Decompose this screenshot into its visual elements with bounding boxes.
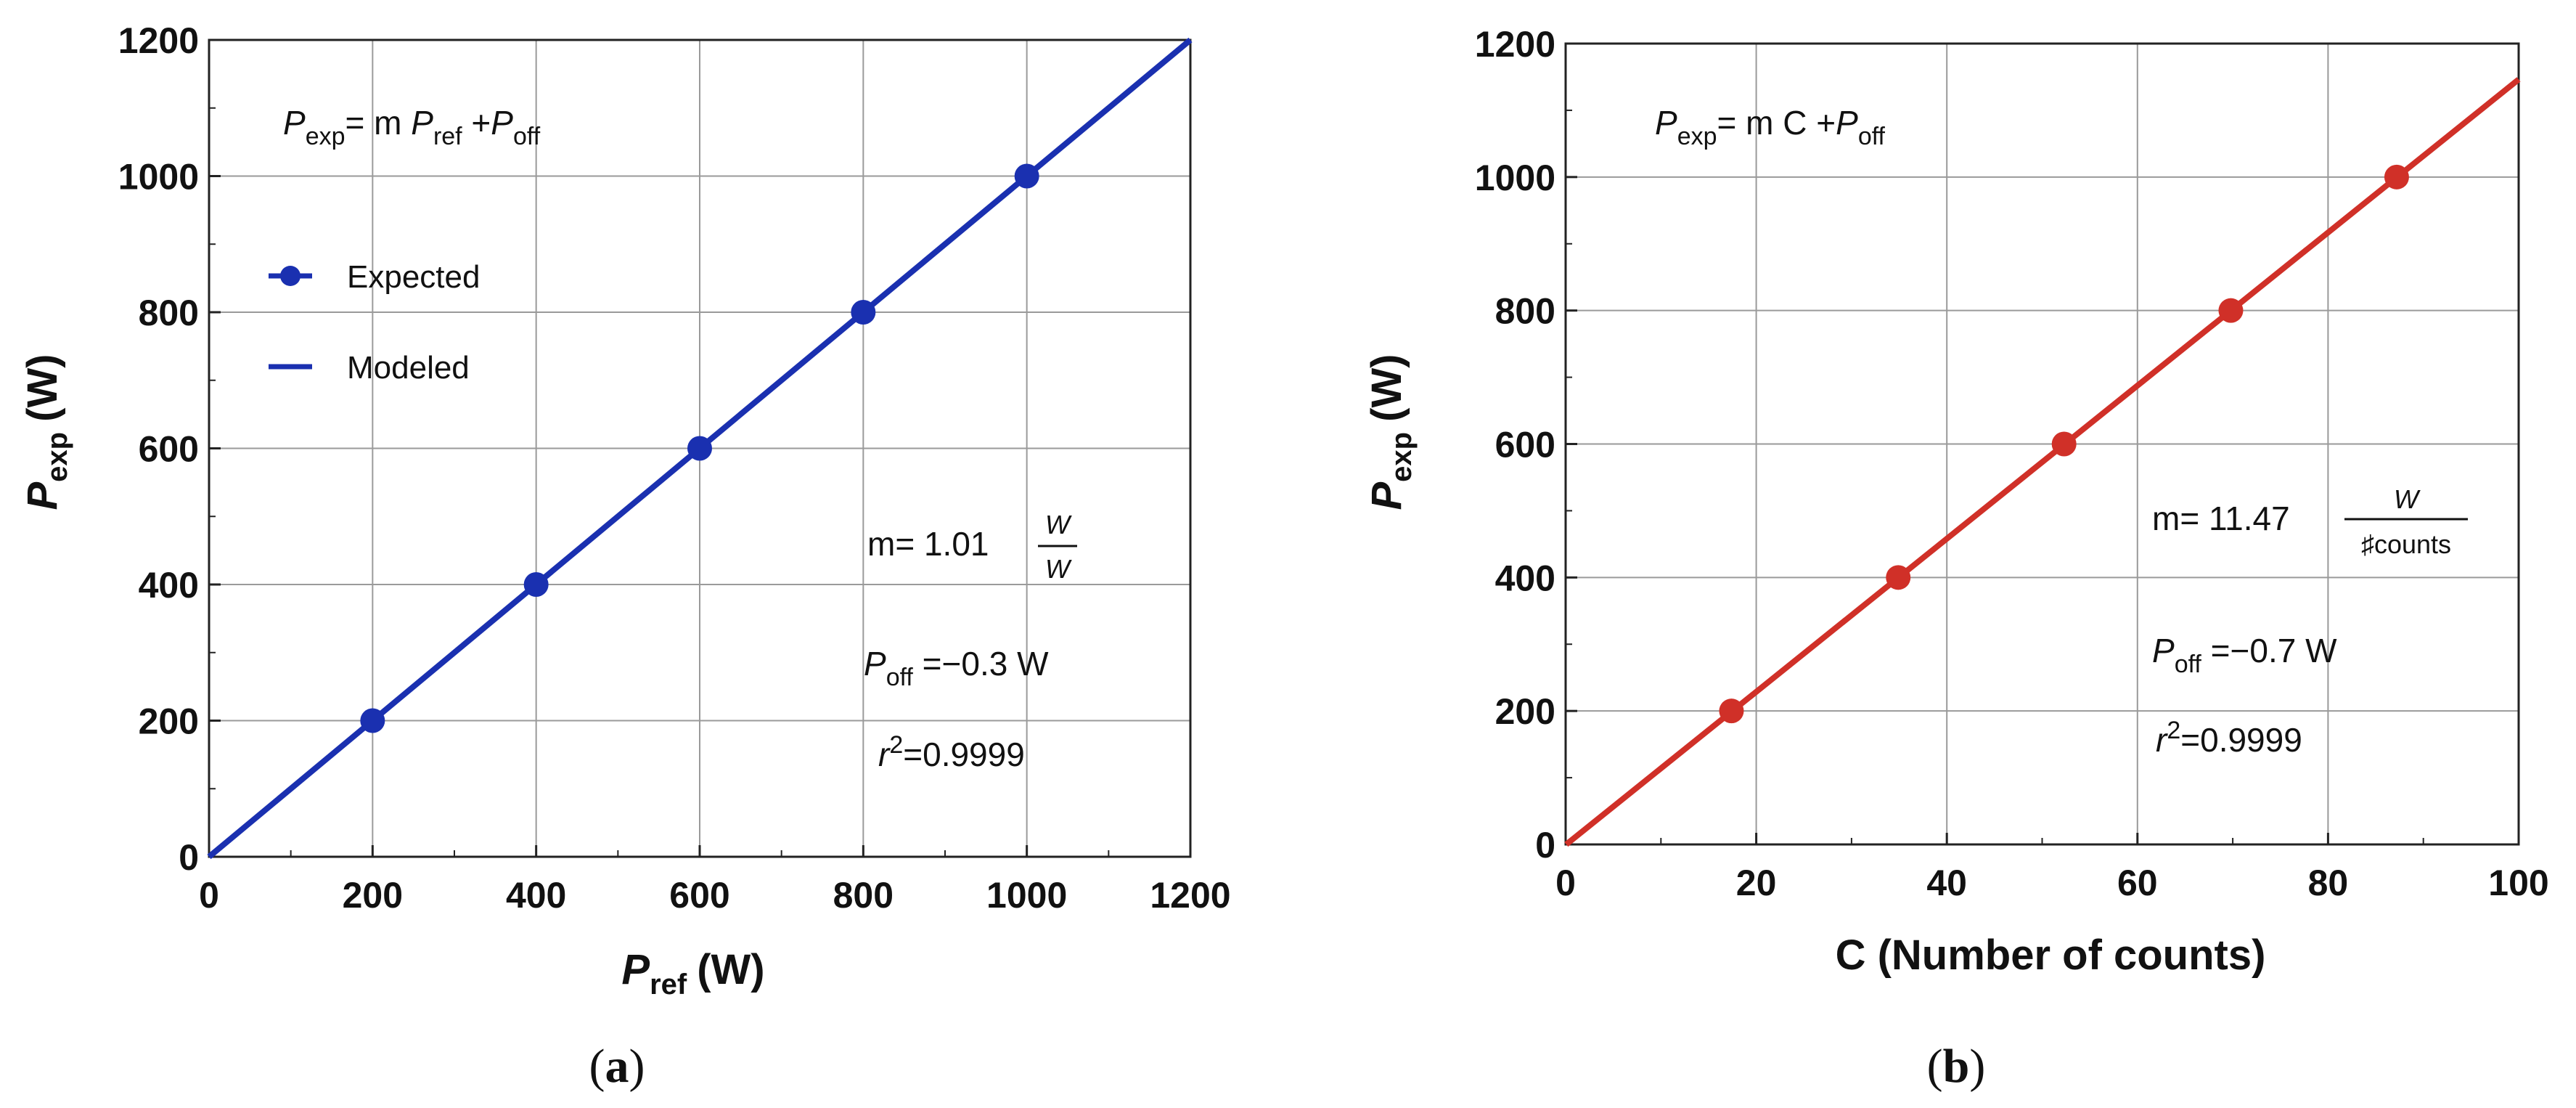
- panel-b-y-axis-title: Pexp(W): [1363, 354, 1418, 510]
- panel-a-y-ticks: 0 200 400 600 800 1000 1200: [118, 20, 221, 878]
- legend-modeled-label: Modeled: [347, 350, 470, 386]
- panel-b-slope-label: m= 11.47: [2152, 500, 2290, 537]
- panel-a-r-squared: r2=0.9999: [878, 731, 1025, 773]
- panel-b-offset: Poff =−0.7 W: [2152, 632, 2337, 678]
- panel-a-caption: (a): [589, 1040, 645, 1093]
- panel-a-expected-points: [360, 163, 1039, 733]
- panel-b-r-squared: r2=0.9999: [2156, 717, 2302, 759]
- x-tick-label: 0: [1555, 863, 1576, 903]
- x-tick-label: 0: [199, 875, 219, 916]
- expected-point: [2218, 298, 2244, 323]
- x-tick-label: 1200: [1150, 875, 1230, 916]
- panel-a-slope-numerator: W: [1045, 510, 1072, 539]
- x-tick-label: 40: [1926, 863, 1967, 903]
- y-tick-label: 0: [1535, 825, 1555, 865]
- panel-a-offset: Poff =−0.3 W: [864, 645, 1049, 691]
- expected-point: [523, 572, 549, 597]
- x-tick-label: 200: [343, 875, 403, 916]
- y-tick-label: 1200: [1475, 24, 1555, 65]
- x-tick-label: 60: [2117, 863, 2158, 903]
- x-tick-label: 1000: [986, 875, 1067, 916]
- x-tick-label: 80: [2308, 863, 2349, 903]
- expected-point: [360, 708, 385, 733]
- panel-a-y-axis-title: Pexp(W): [19, 354, 73, 510]
- y-tick-label: 1000: [1475, 158, 1555, 198]
- legend-expected-label: Expected: [347, 259, 480, 295]
- expected-point: [2051, 431, 2077, 457]
- panel-b-modeled-line: [1564, 77, 2521, 847]
- panel-a-equation: Pexp= m Pref +Poff: [283, 104, 541, 150]
- panel-a: 0 200 400 600 800 1000 1200 0 200 400 600 800 1000 1…: [19, 20, 1231, 1093]
- y-tick-label: 600: [1495, 425, 1555, 465]
- panel-b: 0 20 40 60 80 100 0 200 400 600 800 1000 1200 Pexp=…: [1363, 24, 2549, 1093]
- panel-a-legend: Expected Modeled: [269, 259, 480, 386]
- expected-point: [851, 300, 876, 325]
- y-tick-label: 1000: [118, 157, 199, 197]
- panel-b-caption: (b): [1927, 1040, 1986, 1093]
- x-tick-label: 800: [833, 875, 894, 916]
- y-tick-label: 400: [1495, 558, 1555, 598]
- panel-b-x-axis-title: C (Number of counts): [1836, 932, 2266, 979]
- panel-a-x-ticks: 0 200 400 600 800 1000 1200: [199, 845, 1231, 916]
- panel-b-x-ticks: 0 20 40 60 80 100: [1555, 833, 2549, 903]
- panel-b-slope-denominator: ♯counts: [2361, 529, 2451, 559]
- panel-b-y-ticks: 0 200 400 600 800 1000 1200: [1475, 24, 1577, 865]
- expected-point: [2384, 164, 2409, 190]
- expected-point: [1014, 163, 1039, 189]
- x-tick-label: 20: [1736, 863, 1777, 903]
- panel-b-equation: Pexp= m C +Poff: [1655, 104, 1886, 150]
- panel-b-grid: [1565, 43, 2519, 845]
- y-tick-label: 800: [139, 293, 199, 333]
- x-tick-label: 100: [2488, 863, 2548, 903]
- panel-a-x-axis-title: Pref (W): [621, 946, 764, 1001]
- panel-a-slope-label: m= 1.01: [867, 525, 989, 563]
- panel-b-slope-numerator: W: [2394, 484, 2421, 514]
- x-tick-label: 600: [669, 875, 729, 916]
- y-tick-label: 600: [139, 429, 199, 470]
- expected-point: [1886, 565, 1911, 590]
- panel-a-slope-denominator: W: [1045, 554, 1072, 584]
- y-tick-label: 200: [139, 701, 199, 742]
- y-tick-label: 800: [1495, 291, 1555, 332]
- expected-point: [1719, 698, 1744, 724]
- y-tick-label: 200: [1495, 691, 1555, 732]
- legend-expected-marker: [280, 266, 300, 286]
- y-tick-label: 1200: [118, 20, 199, 61]
- panel-b-expected-points: [1719, 164, 2409, 724]
- y-tick-label: 0: [179, 837, 199, 878]
- x-tick-label: 400: [506, 875, 566, 916]
- y-tick-label: 400: [139, 565, 199, 606]
- expected-point: [687, 436, 712, 461]
